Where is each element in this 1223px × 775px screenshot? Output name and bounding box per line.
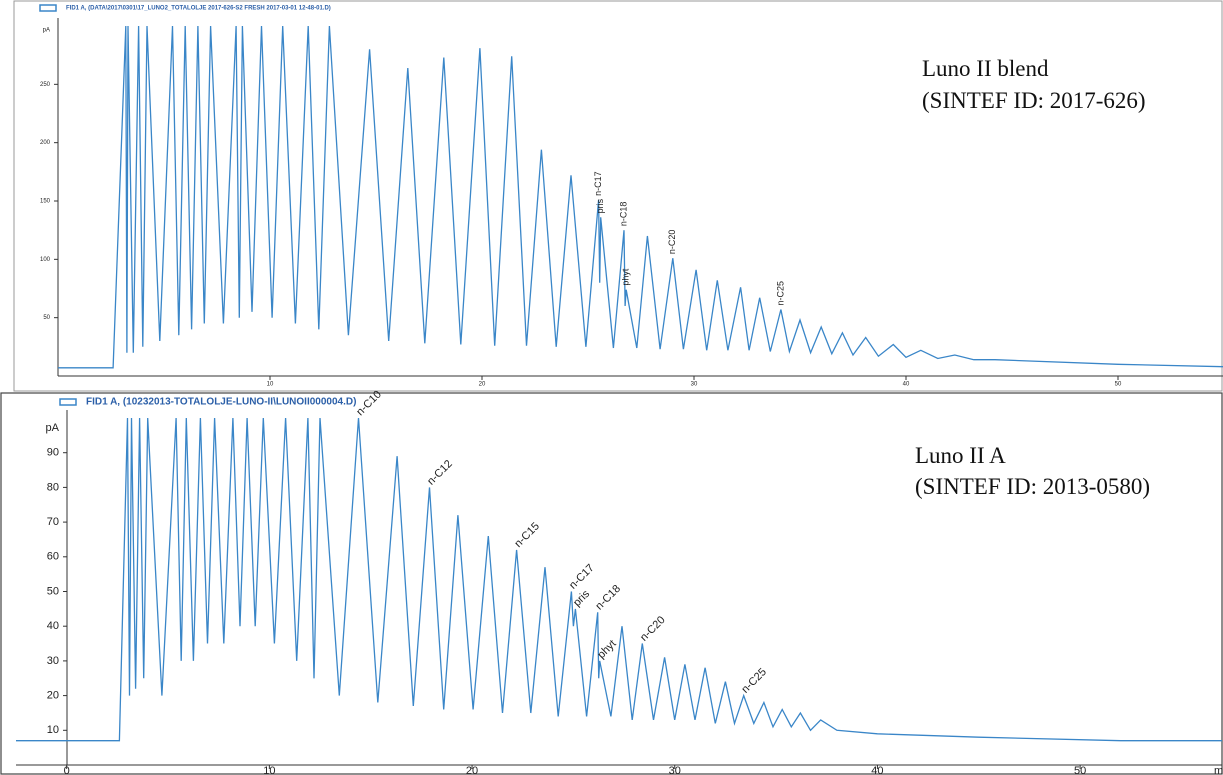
panel-subtitle: (SINTEF ID: 2017-626) xyxy=(922,88,1146,113)
y-tick-label: 100 xyxy=(40,257,51,263)
y-tick-label: 50 xyxy=(43,315,50,321)
panel-frame xyxy=(13,0,1223,392)
peak-annotation: n-C18 xyxy=(618,202,628,227)
x-axis-label: min xyxy=(1214,765,1223,775)
x-tick-label: 20 xyxy=(479,382,486,388)
chart: 50 100 150 200 250 pA 10 20 30 40 50 FID1 A, (DATA\… xyxy=(39,4,1223,388)
y-tick-label: 70 xyxy=(47,516,59,528)
x-tick-label: 50 xyxy=(1074,765,1086,775)
legend-swatch xyxy=(39,4,57,12)
chromatogram-trace xyxy=(58,25,1223,369)
y-tick-label: 150 xyxy=(40,199,51,205)
peak-annotation: n-C20 xyxy=(667,230,677,255)
x-tick-label: 20 xyxy=(466,765,478,775)
legend-entry: FID1 A, (10232013-TOTALOLJE-LUNO-II\LUNO… xyxy=(86,397,356,408)
x-tick-label: 30 xyxy=(691,382,698,388)
chromatogram-trace xyxy=(16,417,1222,742)
y-tick-label: 80 xyxy=(47,481,59,493)
x-tick-label: 40 xyxy=(903,382,910,388)
peak-annotation: pris xyxy=(595,198,605,213)
panel-subtitle: (SINTEF ID: 2013-0580) xyxy=(915,474,1150,499)
y-tick-label: 60 xyxy=(47,551,59,563)
y-axis-label: pA xyxy=(46,422,60,434)
x-tick-label: 50 xyxy=(1115,382,1122,388)
panel-frame xyxy=(0,392,1223,775)
y-axis-label: pA xyxy=(43,28,50,34)
x-tick-label: 10 xyxy=(263,765,275,775)
x-tick-label: 30 xyxy=(669,765,681,775)
x-tick-label: 10 xyxy=(267,382,274,388)
y-tick-label: 90 xyxy=(47,447,59,459)
x-tick-label: 0 xyxy=(64,765,70,775)
y-tick-label: 20 xyxy=(47,690,59,702)
legend-swatch xyxy=(59,398,77,406)
y-tick-label: 40 xyxy=(47,620,59,632)
y-tick-label: 200 xyxy=(40,140,51,146)
panel-title: Luno II blend xyxy=(922,56,1049,81)
y-tick-label: 30 xyxy=(47,655,59,667)
peak-annotation: n-C25 xyxy=(775,281,785,306)
peak-annotation: n-C17 xyxy=(593,171,603,196)
legend-entry: FID1 A, (DATA\2017\0301\17_LUNO2_TOTALOL… xyxy=(66,6,331,12)
panel-title: Luno II A xyxy=(915,443,1006,468)
y-tick-label: 10 xyxy=(47,724,59,736)
y-tick-label: 250 xyxy=(40,82,51,88)
y-tick-label: 50 xyxy=(47,585,59,597)
x-tick-label: 40 xyxy=(871,765,883,775)
peak-annotation: phyt xyxy=(621,268,631,286)
